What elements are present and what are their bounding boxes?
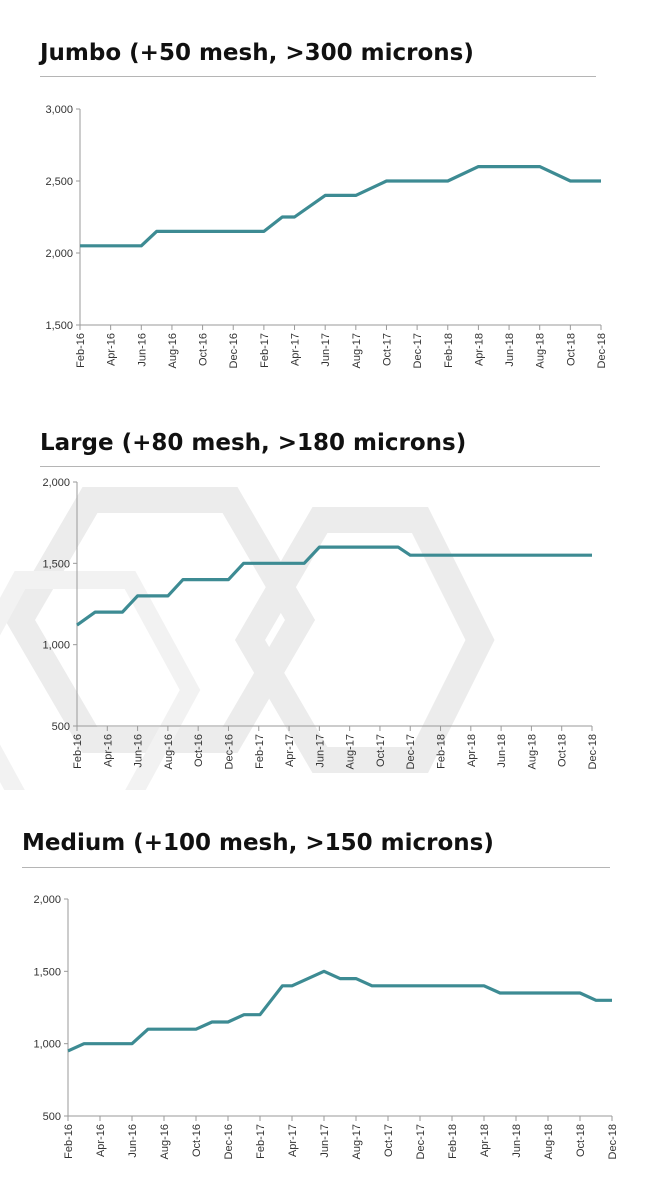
x-tick-label: Oct-16 [193,734,205,767]
x-tick-label: Jun-16 [127,1124,139,1158]
x-tick-label: Aug-17 [351,1124,363,1159]
x-tick-label: Jun-16 [136,333,148,367]
x-tick-label: Dec-18 [607,1124,619,1159]
x-tick-label: Feb-17 [254,734,266,769]
x-tick-label: Oct-18 [575,1124,587,1157]
x-tick-label: Aug-17 [351,333,363,368]
series-line [80,165,601,248]
x-tick-label: Aug-18 [526,734,538,769]
x-tick-label: Feb-17 [259,333,271,368]
x-tick-label: Oct-16 [198,333,210,366]
y-tick-label: 1,000 [42,640,70,652]
x-tick-label: Aug-18 [535,333,547,368]
x-tick-label: Apr-16 [102,734,114,767]
x-tick-label: Aug-17 [345,734,357,769]
x-tick-label: Feb-18 [443,333,455,368]
series-line [76,545,592,627]
x-tick-label: Jun-17 [320,333,332,367]
chart-panel-large: Large (+80 mesh, >180 microns) 500 1,000 1… [0,400,648,800]
x-tick-label: Apr-16 [106,333,118,366]
x-tick-label: Apr-17 [290,333,302,366]
x-tick-label: Oct-16 [191,1124,203,1157]
x-tick-label: Dec-16 [223,1124,235,1159]
y-tick-label: 2,000 [42,477,70,489]
y-tick-label: 1,500 [42,558,70,570]
line-chart-jumbo: 1,500 2,000 2,500 3,000 Feb-16 Apr-16 Jun-16 Au… [45,104,608,368]
x-tick-label: Jun-18 [504,333,516,367]
x-tick-label: Feb-18 [436,734,448,769]
line-chart-large: 500 1,000 1,500 2,000 Feb-16 Apr-16 Jun-16 Aug-… [42,477,599,769]
y-tick-label: 1,500 [33,966,61,978]
x-tick-label: Aug-16 [163,734,175,769]
x-tick-label: Aug-16 [159,1124,171,1159]
y-tick-label: 1,000 [33,1039,61,1051]
x-tick-label: Feb-16 [63,1124,75,1159]
x-tick-label: Jun-17 [314,734,326,768]
chart-title: Jumbo (+50 mesh, >300 microns) [40,40,474,66]
y-tick-label: 2,500 [45,176,73,188]
x-tick-label: Dec-17 [412,333,424,368]
x-tick-label: Dec-16 [223,734,235,769]
x-tick-label: Dec-17 [405,734,417,769]
title-underline [40,466,600,467]
x-tick-label: Apr-16 [95,1124,107,1157]
y-tick-label: 3,000 [45,104,73,116]
x-tick-label: Apr-17 [284,734,296,767]
x-tick-label: Feb-18 [447,1124,459,1159]
chart-panel-jumbo: Jumbo (+50 mesh, >300 microns) 1,500 2,00… [0,0,648,400]
x-tick-label: Apr-17 [287,1124,299,1157]
y-tick-label: 500 [43,1111,61,1123]
x-tick-label: Apr-18 [466,734,478,767]
y-tick-label: 2,000 [45,248,73,260]
x-tick-label: Aug-18 [543,1124,555,1159]
chart-title: Medium (+100 mesh, >150 microns) [22,830,494,856]
x-tick-label: Dec-17 [415,1124,427,1159]
x-tick-label: Feb-16 [72,734,84,769]
title-underline [40,76,596,77]
x-tick-label: Feb-17 [255,1124,267,1159]
y-tick-label: 500 [52,721,70,733]
x-tick-label: Dec-18 [596,333,608,368]
x-tick-label: Jun-18 [496,734,508,768]
x-tick-label: Feb-16 [75,333,87,368]
x-tick-label: Jun-16 [133,734,145,768]
x-tick-label: Oct-17 [381,333,393,366]
x-tick-label: Dec-16 [228,333,240,368]
x-tick-label: Oct-18 [565,333,577,366]
chart-panel-medium: Medium (+100 mesh, >150 microns) 500 1,00… [0,800,648,1200]
x-tick-label: Aug-16 [167,333,179,368]
y-tick-label: 2,000 [33,894,61,906]
x-tick-label: Oct-17 [383,1124,395,1157]
x-tick-label: Apr-18 [479,1124,491,1157]
x-tick-label: Oct-17 [375,734,387,767]
x-tick-label: Jun-18 [511,1124,523,1158]
line-chart-medium: 500 1,000 1,500 2,000 Feb-16 Apr-16 Jun-16 Aug-… [33,894,619,1159]
x-tick-label: Apr-18 [473,333,485,366]
chart-title: Large (+80 mesh, >180 microns) [40,430,467,456]
series-line [67,969,612,1053]
x-tick-label: Dec-18 [587,734,599,769]
y-tick-label: 1,500 [45,320,73,332]
x-tick-label: Oct-18 [557,734,569,767]
x-tick-label: Jun-17 [319,1124,331,1158]
title-underline [22,867,610,868]
